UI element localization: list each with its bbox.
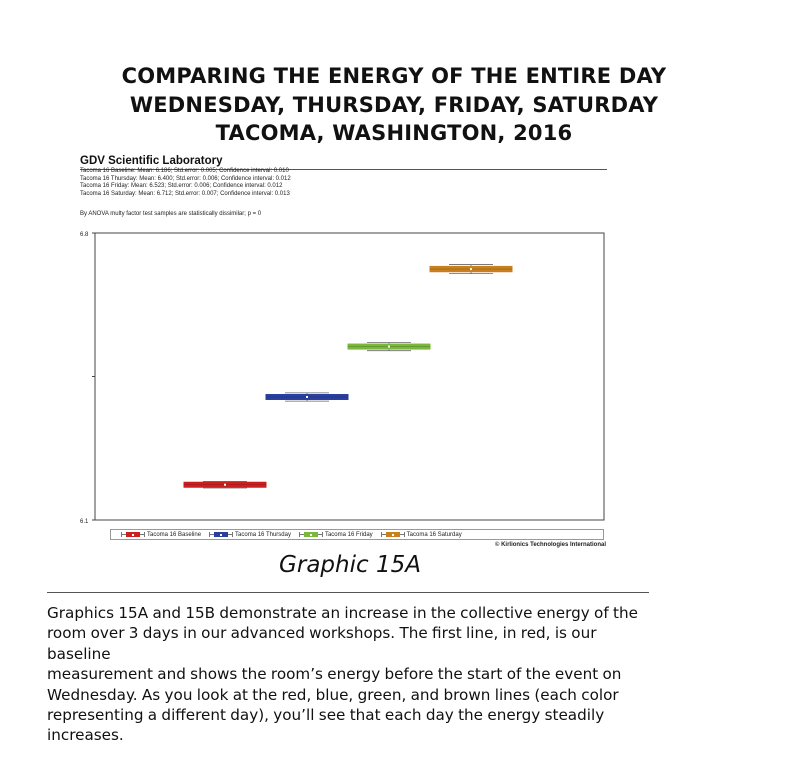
title-line: WEDNESDAY, THURSDAY, FRIDAY, SATURDAY: [129, 92, 659, 117]
legend-label: Tacoma 16 Saturday: [406, 531, 462, 538]
legend-swatch: [214, 532, 229, 537]
description-line: Wednesday. As you look at the red, blue,…: [47, 685, 619, 704]
stats-line: Tacoma 16 Thursday: Mean: 6.400; Std.err…: [80, 175, 291, 182]
legend-marker: [380, 532, 405, 537]
title-line: COMPARING THE ENERGY OF THE ENTIRE DAY: [121, 64, 667, 88]
y-tick-label-bottom: 6.1: [80, 519, 89, 525]
stats-block: Tacoma 16 Baseline: Mean: 6.186; Std.err…: [80, 168, 291, 198]
copyright-note: © Kirlionics Technologies International: [495, 542, 606, 548]
y-tick-label-top: 6.8: [80, 232, 89, 238]
description-line: representing a different day), you’ll se…: [47, 706, 605, 725]
stats-line: Tacoma 16 Baseline: Mean: 6.186; Std.err…: [80, 168, 289, 174]
legend-item: Tacoma 16 Baseline: [121, 532, 201, 538]
plot-area-frame: [94, 232, 605, 521]
legend-item: Tacoma 16 Saturday: [380, 531, 462, 538]
legend-swatch: [126, 532, 140, 537]
lab-header: GDV Scientific Laboratory: [80, 155, 607, 170]
description-line: room over 3 days in our advanced worksho…: [47, 624, 597, 663]
legend-marker: [209, 532, 234, 537]
legend-swatch: [303, 532, 318, 537]
description-paragraph: Graphics 15A and 15B demonstrate an incr…: [47, 603, 653, 746]
stats-line: Tacoma 16 Friday: Mean: 6.523; Std.error…: [80, 183, 283, 189]
legend-item: Tacoma 16 Thursday: [209, 532, 291, 538]
description-line: measurement and shows the room’s energy …: [47, 665, 622, 684]
legend-marker: [121, 532, 145, 537]
legend-label: Tacoma 16 Friday: [324, 531, 373, 538]
description-line: Graphics 15A and 15B demonstrate an incr…: [47, 604, 638, 622]
title-line: TACOMA, WASHINGTON, 2016: [215, 121, 573, 145]
mean-marker: [224, 483, 226, 486]
figure-caption: Graphic 15A: [279, 552, 421, 578]
legend-label: Tacoma 16 Thursday: [235, 531, 291, 538]
page-title: COMPARING THE ENERGY OF THE ENTIRE DAY W…: [0, 62, 788, 148]
description-line: increases.: [47, 726, 124, 745]
legend-item: Tacoma 16 Friday: [298, 531, 373, 538]
mean-marker: [306, 396, 308, 398]
stats-line: Tacoma 16 Saturday: Mean: 6.712; Std.err…: [80, 190, 290, 197]
anova-note: By ANOVA multy factor test samples are s…: [80, 211, 262, 217]
mean-marker: [470, 268, 472, 271]
series-layer: [183, 264, 513, 489]
legend-marker: [298, 532, 323, 537]
legend-swatch: [385, 532, 400, 537]
chart-legend: Tacoma 16 Baseline Tacoma 16 Thursday Ta…: [110, 529, 604, 540]
legend-label: Tacoma 16 Baseline: [147, 531, 202, 538]
mean-marker: [388, 345, 390, 348]
divider: [47, 592, 649, 593]
lab-title: GDV Scientific Laboratory: [80, 155, 223, 167]
